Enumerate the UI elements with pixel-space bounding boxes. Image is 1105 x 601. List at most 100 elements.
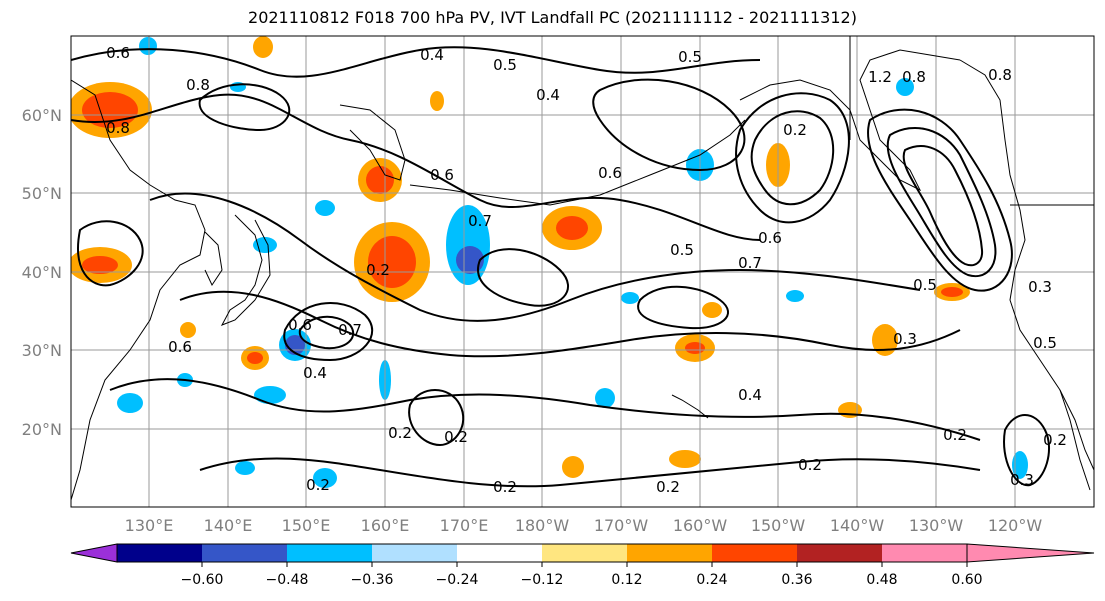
contour-10 [867,108,1013,292]
shading-positive-4 [542,206,602,250]
contour-label-31: 0.3 [1028,278,1052,296]
contour-18 [637,285,729,330]
shading-negative-3 [254,386,286,404]
shading-negative-4 [117,393,143,413]
lon-tick-label-11: 120°W [988,516,1043,535]
shading-positive-16 [702,302,722,318]
pv-contours [71,46,1050,488]
border-canada [849,36,1094,206]
colorbar-segment-1 [117,544,202,562]
contour-label-8: 1.2 [868,68,892,86]
contour-label-23: 0.3 [893,330,917,348]
colorbar-segment-9 [797,544,882,562]
coast-korea [204,231,223,287]
shading-negative-15 [896,78,914,96]
colorbar-tick-label-5: 0.12 [611,572,642,588]
shading-negative-6 [235,461,255,475]
coast-hawaii [671,394,709,419]
colorbar-segment-10 [882,544,967,562]
contour-16 [1003,414,1050,487]
contour-8 [735,92,850,224]
shading-negative-5 [313,468,337,488]
pv-shading [71,36,1028,488]
contour-label-15: 0.5 [670,241,694,259]
contour-label-30: 0.4 [738,386,762,404]
colorbar-segment-3 [287,544,372,562]
colorbar-extend-high [966,543,1095,563]
contour-label-28: 0.2 [493,478,517,496]
map-frame [70,35,1095,508]
contour-5 [199,457,981,488]
lon-tick-label-10: 130°W [909,516,964,535]
colorbar-tick-label-9: 0.60 [951,572,982,588]
contour-0 [71,46,761,78]
colorbar-tick-label-2: −0.36 [351,572,394,588]
map-plot-area: 0.6 0.4 0.5 0.4 0.5 0.8 0.8 0.8 1.2 0.8 … [71,36,1094,507]
contour-label-27: 0.2 [656,478,680,496]
shading-positive-14 [180,322,196,338]
colorbar-ticks [201,562,968,567]
contour-label-16: 0.6 [598,164,622,182]
contour-label-19: 0.5 [913,276,937,294]
contour-label-6: 0.8 [106,119,130,137]
coast-kamchatka [339,104,406,181]
lon-axis: 130°E 140°E 150°E 160°E 170°E 180°W 170°… [125,516,1043,535]
shading-positive-1 [71,247,132,283]
shading-positive-2 [358,158,402,202]
lon-tick-label-2: 150°E [282,516,331,535]
shading-negative-14 [1012,451,1028,479]
contour-label-34: 0.2 [943,426,967,444]
colorbar-extend-low [70,543,118,563]
colorbar: −0.60 −0.48 −0.36 −0.24 −0.12 0.12 0.24 … [70,543,1095,588]
coast-nw-america [959,59,1094,471]
shading-positive-13 [253,36,273,58]
contour-label-10: 0.2 [783,121,807,139]
lat-tick-label-2: 40°N [22,263,62,282]
colorbar-tick-label-7: 0.36 [781,572,812,588]
lon-tick-label-9: 140°W [830,516,885,535]
contour-label-7: 0.8 [988,66,1012,84]
contour-9 [750,110,835,206]
shading-negative-10 [139,37,157,55]
contour-17 [477,248,570,307]
shading-positive-8 [872,324,898,356]
contour-label-24: 0.2 [388,424,412,442]
coastlines [71,36,1094,501]
contour-label-22: 0.4 [303,364,327,382]
contour-15 [198,83,291,132]
contour-label-4: 0.5 [678,48,702,66]
lat-tick-label-1: 30°N [22,341,62,360]
colorbar-segment-7 [627,544,712,562]
contour-label-12: 0.7 [468,212,492,230]
shading-positive-3 [354,222,430,302]
lon-tick-label-0: 130°E [125,516,174,535]
colorbar-tick-label-4: −0.12 [521,572,564,588]
contour-7 [298,315,355,350]
contour-label-2: 0.5 [493,56,517,74]
contour-label-9: 0.8 [902,68,926,86]
contour-labels: 0.6 0.4 0.5 0.4 0.5 0.8 0.8 0.8 1.2 0.8 … [106,44,1067,496]
shading-positive-10 [562,456,584,478]
contour-label-5: 0.8 [186,76,210,94]
lat-tick-label-0: 20°N [22,420,62,439]
coast-asia [71,79,206,501]
contour-13 [408,389,465,447]
contour-label-1: 0.4 [420,46,444,64]
contour-label-0: 0.6 [106,44,130,62]
colorbar-tick-label-8: 0.48 [866,572,897,588]
coast-japan [220,214,271,326]
shading-negative-9 [315,200,335,216]
colorbar-segment-5 [457,544,542,562]
lon-tick-label-4: 170°E [440,516,489,535]
coast-baja [1059,389,1091,491]
lon-tick-label-3: 160°E [361,516,410,535]
lon-tick-label-8: 150°W [751,516,806,535]
contour-label-25: 0.2 [444,428,468,446]
shading-positive-9 [241,346,269,370]
contour-2 [149,192,921,322]
colorbar-segment-2 [202,544,287,562]
lon-tick-label-5: 180°W [515,516,570,535]
lat-axis: 20°N 30°N 40°N 50°N 60°N [22,106,62,439]
contour-label-33: 0.5 [1033,334,1057,352]
